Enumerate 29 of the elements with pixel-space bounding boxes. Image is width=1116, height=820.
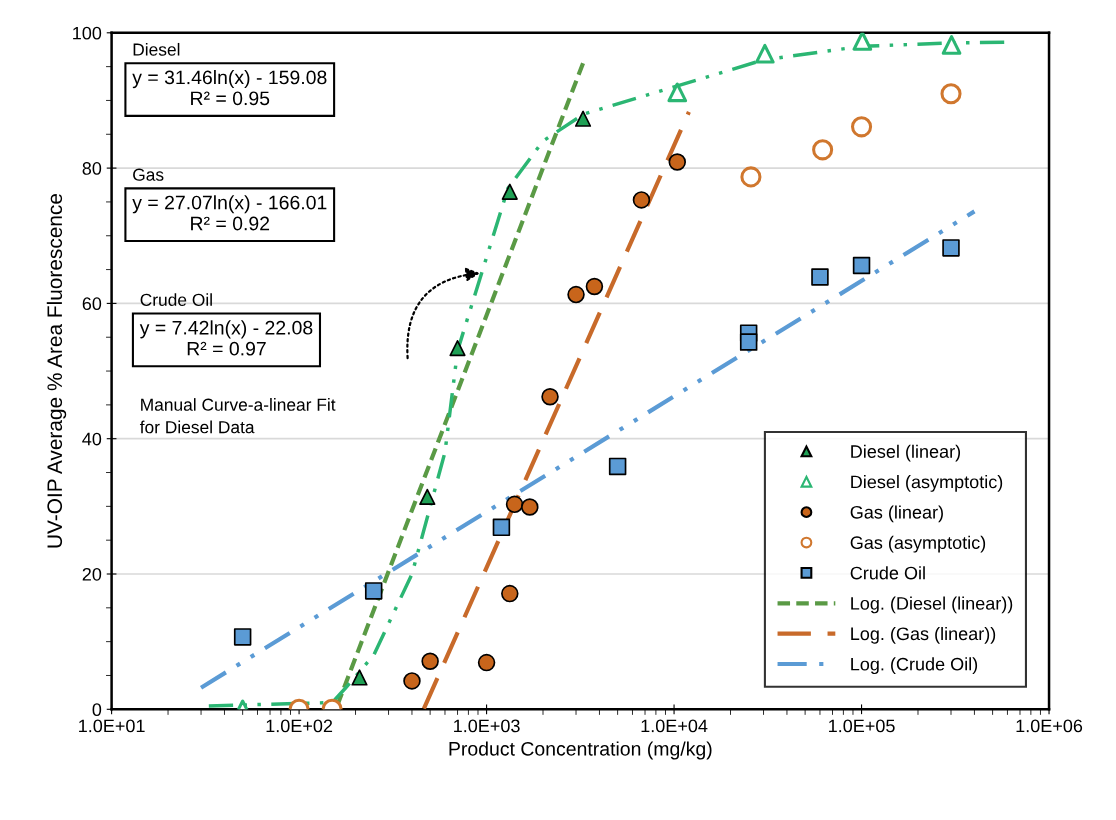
y-tick-label: 0	[92, 703, 102, 717]
legend-label: Log. (Diesel (linear))	[851, 596, 1013, 614]
annotation: Crude Oil	[140, 293, 212, 306]
legend-label: Gas (asymptotic)	[850, 535, 986, 553]
legend-label: Crude Oil	[850, 566, 925, 580]
x-tick-label: 1.0E+04	[641, 719, 708, 733]
x-tick-label: 1.0E+02	[266, 719, 333, 733]
y-tick-label: 80	[82, 162, 102, 175]
x-tick-label: 1.0E+01	[79, 719, 145, 733]
annotation: y = 7.42ln(x) - 22.08 R² = 0.97	[139, 320, 313, 356]
annotation: Manual Curve-a-linear Fit for Diesel Data	[139, 398, 336, 434]
annotation: Gas	[133, 168, 164, 181]
legend-label: Gas (linear)	[850, 505, 943, 523]
legend-label: Log. (Crude Oil)	[851, 657, 978, 675]
x-tick-label: 1.0E+03	[454, 719, 520, 733]
legend-label: Diesel (linear)	[851, 444, 961, 462]
y-tick-label: 60	[82, 297, 102, 311]
annotation: Diesel	[133, 42, 180, 56]
y-tick-label: 100	[73, 26, 102, 40]
annotation: y = 27.07ln(x) - 166.01 R² = 0.92	[132, 195, 327, 231]
y-axis-title: UV-OIP Average % Area Fluorescence	[46, 194, 67, 548]
y-tick-label: 20	[82, 567, 102, 581]
x-tick-label: 1.0E+05	[829, 719, 895, 733]
x-tick-label: 1.0E+06	[1016, 719, 1083, 733]
y-tick-label: 40	[82, 432, 102, 446]
x-axis-title: Product Concentration (mg/kg)	[449, 741, 712, 760]
legend-label: Diesel (asymptotic)	[851, 475, 1003, 492]
legend-label: Log. (Gas (linear))	[851, 626, 996, 644]
annotation: y = 31.46ln(x) - 159.08 R² = 0.95	[132, 70, 327, 106]
